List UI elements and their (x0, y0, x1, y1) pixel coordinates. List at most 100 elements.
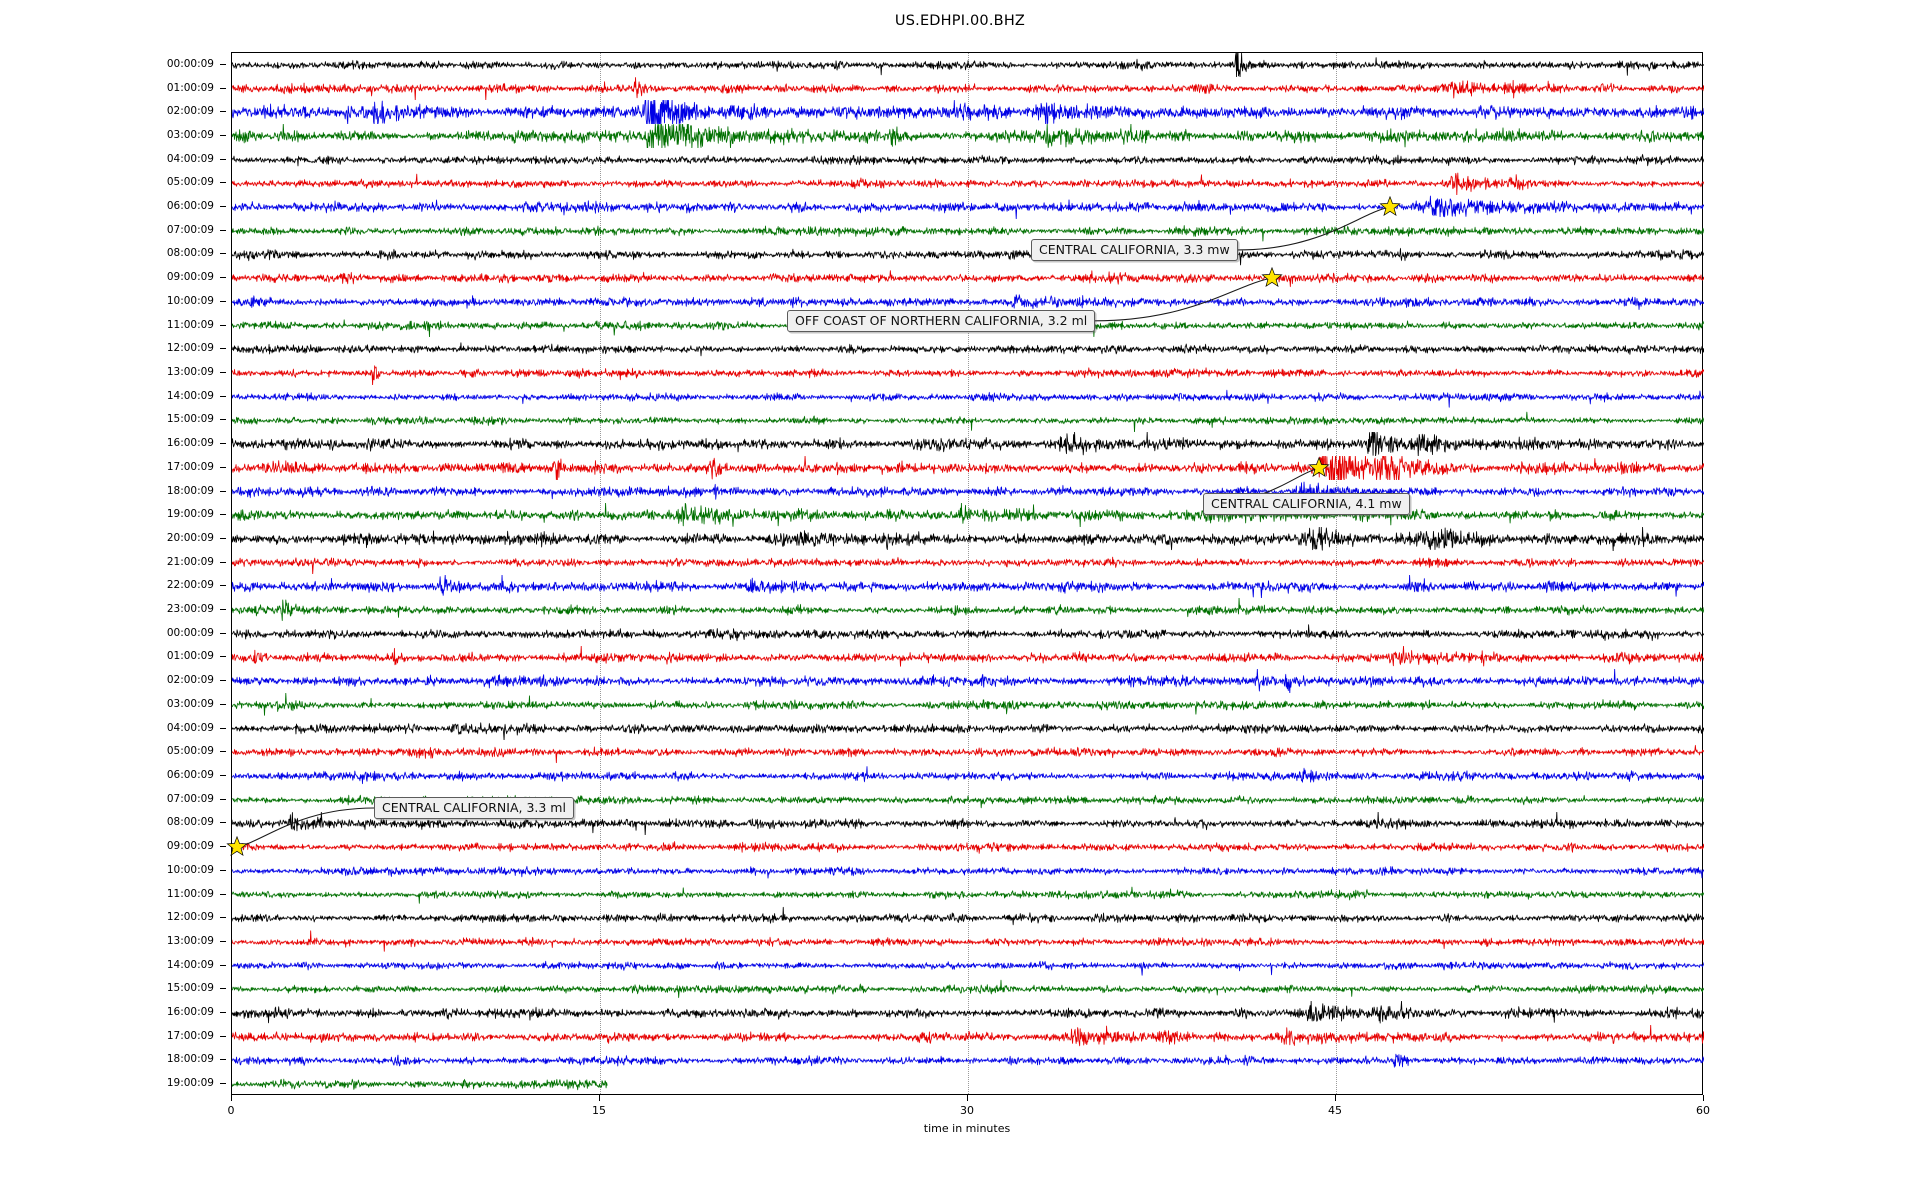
trace-row (232, 787, 1704, 812)
trace-canvas-23 (232, 598, 1704, 622)
y-tick-mark-32 (220, 822, 226, 824)
y-tick-label-15: 15:00:09 (166, 413, 214, 426)
trace-canvas-3 (232, 124, 1704, 148)
event-annotation-label[interactable]: CENTRAL CALIFORNIA, 4.1 mw (1203, 493, 1410, 516)
y-tick-label-39: 15:00:09 (166, 982, 214, 995)
y-tick-label-3: 03:00:09 (166, 128, 214, 141)
y-tick-label-43: 19:00:09 (166, 1076, 214, 1089)
x-tick-mark-60 (1703, 1095, 1704, 1101)
trace-canvas-37 (232, 930, 1704, 954)
y-tick-label-41: 17:00:09 (166, 1029, 214, 1042)
y-tick-label-18: 18:00:09 (166, 484, 214, 497)
y-tick-label-24: 00:00:09 (166, 626, 214, 639)
y-tick-mark-36 (220, 917, 226, 919)
y-tick-mark-10 (220, 300, 226, 302)
trace-canvas-32 (232, 811, 1704, 836)
y-tick-label-27: 03:00:09 (166, 697, 214, 710)
event-annotation-label[interactable]: CENTRAL CALIFORNIA, 3.3 ml (374, 797, 574, 820)
y-tick-mark-30 (220, 774, 226, 776)
y-tick-mark-23 (220, 609, 226, 611)
y-tick-mark-5 (220, 182, 226, 184)
y-tick-label-13: 13:00:09 (166, 365, 214, 378)
y-tick-label-31: 07:00:09 (166, 792, 214, 805)
x-tick-label-60: 60 (1696, 1104, 1710, 1117)
trace-row (232, 953, 1704, 978)
trace-row (232, 242, 1704, 267)
trace-canvas-2 (232, 100, 1704, 125)
trace-row (232, 574, 1704, 599)
trace-canvas-42 (232, 1048, 1704, 1073)
y-tick-label-2: 02:00:09 (166, 105, 214, 117)
trace-row (232, 906, 1704, 931)
y-tick-label-4: 04:00:09 (166, 152, 214, 165)
trace-row (232, 740, 1704, 765)
trace-row (232, 811, 1704, 836)
trace-canvas-21 (232, 550, 1704, 575)
event-annotation-label[interactable]: OFF COAST OF NORTHERN CALIFORNIA, 3.2 ml (787, 310, 1096, 333)
y-tick-label-9: 09:00:09 (166, 270, 214, 283)
trace-canvas-5 (232, 171, 1704, 196)
y-tick-label-21: 21:00:09 (166, 555, 214, 568)
y-tick-label-36: 12:00:09 (166, 910, 214, 923)
y-tick-mark-29 (220, 751, 226, 753)
trace-canvas-9 (232, 266, 1704, 291)
y-tick-label-33: 09:00:09 (166, 839, 214, 852)
trace-canvas-34 (232, 858, 1704, 883)
y-tick-label-29: 05:00:09 (166, 745, 214, 758)
y-tick-label-0: 00:00:09 (166, 57, 214, 70)
trace-canvas-24 (232, 621, 1704, 646)
trace-row (232, 408, 1704, 433)
trace-row (232, 53, 1704, 77)
trace-row (232, 598, 1704, 622)
trace-row (232, 479, 1704, 504)
y-tick-label-30: 06:00:09 (166, 768, 214, 781)
trace-canvas-25 (232, 645, 1704, 670)
trace-canvas-27 (232, 693, 1704, 717)
y-tick-label-8: 08:00:09 (166, 247, 214, 260)
y-tick-mark-9 (220, 277, 226, 279)
trace-canvas-18 (232, 479, 1704, 504)
trace-canvas-6 (232, 195, 1704, 219)
trace-row (232, 76, 1704, 101)
page-title: US.EDHPI.00.BHZ (894, 13, 1026, 29)
trace-row (232, 882, 1704, 907)
y-tick-mark-37 (220, 940, 226, 942)
trace-row (232, 432, 1704, 456)
y-tick-mark-18 (220, 490, 226, 492)
y-tick-label-6: 06:00:09 (166, 199, 214, 212)
trace-row (232, 1001, 1704, 1025)
x-tick-mark-30 (967, 1095, 968, 1101)
y-tick-mark-34 (220, 869, 226, 871)
trace-canvas-33 (232, 835, 1704, 859)
trace-canvas-22 (232, 574, 1704, 599)
trace-canvas-31 (232, 787, 1704, 812)
y-tick-label-38: 14:00:09 (166, 958, 214, 971)
trace-row (232, 835, 1704, 859)
x-tick-mark-45 (1335, 1095, 1336, 1101)
y-tick-mark-27 (220, 703, 226, 705)
y-tick-mark-39 (220, 988, 226, 990)
y-tick-mark-13 (220, 372, 226, 373)
y-tick-mark-28 (220, 727, 226, 729)
trace-canvas-0 (232, 53, 1704, 77)
trace-row (232, 195, 1704, 219)
y-tick-mark-19 (220, 514, 226, 516)
y-tick-label-20: 20:00:09 (166, 531, 214, 544)
x-tick-label-0: 0 (227, 1104, 235, 1117)
trace-canvas-35 (232, 882, 1704, 907)
trace-row (232, 147, 1704, 172)
trace-canvas-20 (232, 527, 1704, 551)
y-tick-mark-3 (220, 134, 226, 136)
trace-row (232, 1072, 1704, 1096)
trace-row (232, 290, 1704, 314)
trace-row (232, 218, 1704, 243)
y-tick-label-34: 10:00:09 (166, 863, 214, 876)
y-tick-label-40: 16:00:09 (166, 1005, 214, 1018)
trace-canvas-43 (232, 1072, 1704, 1096)
y-tick-label-37: 13:00:09 (166, 934, 214, 947)
trace-canvas-17 (232, 455, 1704, 480)
y-tick-mark-20 (220, 537, 226, 539)
event-annotation-label[interactable]: CENTRAL CALIFORNIA, 3.3 mw (1031, 239, 1238, 262)
y-tick-mark-38 (220, 964, 226, 966)
trace-row (232, 527, 1704, 551)
